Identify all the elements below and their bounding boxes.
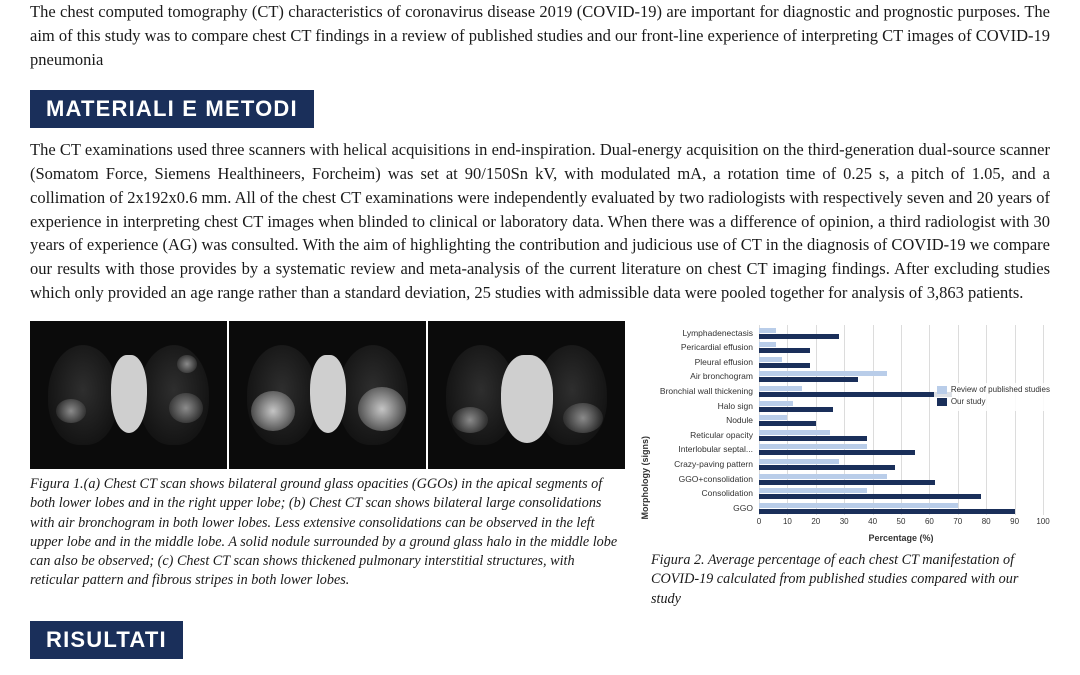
chart-x-axis-label: Percentage (%) <box>759 533 1043 543</box>
x-tick: 90 <box>1010 517 1019 526</box>
category-label: Lymphadenectasis <box>682 328 753 338</box>
bar-review <box>759 474 887 479</box>
figure-2: Morphology (signs) LymphadenectasisPeric… <box>651 321 1051 609</box>
bar-review <box>759 342 776 347</box>
bar-review <box>759 371 887 376</box>
legend-label: Review of published studies <box>951 385 1050 394</box>
section-header-results: RISULTATI <box>30 621 183 659</box>
category-label: Interlobular septal... <box>678 444 753 454</box>
bar-review <box>759 503 958 508</box>
x-tick: 80 <box>982 517 991 526</box>
bar-review <box>759 328 776 333</box>
ct-scan-a <box>30 321 227 469</box>
bar-our-study <box>759 363 810 368</box>
ct-scan-c <box>428 321 625 469</box>
x-tick: 10 <box>783 517 792 526</box>
chart-y-axis-label: Morphology (signs) <box>640 436 650 520</box>
bar-review <box>759 488 867 493</box>
ct-scan-b <box>229 321 426 469</box>
bar-review <box>759 386 802 391</box>
bar-our-study <box>759 421 816 426</box>
x-tick: 100 <box>1036 517 1049 526</box>
category-label: Consolidation <box>701 488 753 498</box>
x-tick: 30 <box>840 517 849 526</box>
category-label: Reticular opacity <box>690 430 753 440</box>
category-label: Pleural effusion <box>695 357 753 367</box>
intro-paragraph: The chest computed tomography (CT) chara… <box>30 0 1050 72</box>
bar-our-study <box>759 407 833 412</box>
figures-row: Figura 1.(a) Chest CT scan shows bilater… <box>30 321 1050 609</box>
x-tick: 70 <box>953 517 962 526</box>
chart-morphology-signs: Morphology (signs) LymphadenectasisPeric… <box>651 321 1051 541</box>
bar-our-study <box>759 334 839 339</box>
category-label: Pericardial effusion <box>681 342 753 352</box>
legend-label: Our study <box>951 397 986 406</box>
methods-paragraph: The CT examinations used three scanners … <box>30 138 1050 305</box>
category-label: Air bronchogram <box>690 371 753 381</box>
bar-review <box>759 459 839 464</box>
chart-legend: Review of published studies Our study <box>934 383 1053 411</box>
category-label: GGO+consolidation <box>679 474 753 484</box>
legend-item-our-study: Our study <box>937 397 1050 406</box>
bar-review <box>759 357 782 362</box>
category-label: GGO <box>733 503 753 513</box>
bar-our-study <box>759 392 952 397</box>
figure-1: Figura 1.(a) Chest CT scan shows bilater… <box>30 321 625 590</box>
category-label: Halo sign <box>718 401 753 411</box>
category-label: Bronchial wall thickening <box>660 386 753 396</box>
bar-review <box>759 415 787 420</box>
bar-our-study <box>759 465 895 470</box>
bar-our-study <box>759 377 858 382</box>
bar-our-study <box>759 436 867 441</box>
figure-2-caption: Figura 2. Average percentage of each che… <box>651 551 1051 609</box>
bar-our-study <box>759 494 981 499</box>
x-tick: 50 <box>897 517 906 526</box>
bar-our-study <box>759 348 810 353</box>
section-header-methods: MATERIALI E METODI <box>30 90 314 128</box>
figure-1-caption: Figura 1.(a) Chest CT scan shows bilater… <box>30 475 625 590</box>
x-tick: 60 <box>925 517 934 526</box>
category-label: Nodule <box>726 415 753 425</box>
legend-item-review: Review of published studies <box>937 385 1050 394</box>
bar-review <box>759 430 830 435</box>
ct-scan-row <box>30 321 625 469</box>
bar-review <box>759 444 867 449</box>
x-tick: 20 <box>811 517 820 526</box>
x-tick: 0 <box>757 517 761 526</box>
bar-our-study <box>759 480 935 485</box>
category-label: Crazy-paving pattern <box>674 459 753 469</box>
bar-our-study <box>759 450 915 455</box>
bar-review <box>759 401 793 406</box>
x-tick: 40 <box>868 517 877 526</box>
bar-our-study <box>759 509 1015 514</box>
